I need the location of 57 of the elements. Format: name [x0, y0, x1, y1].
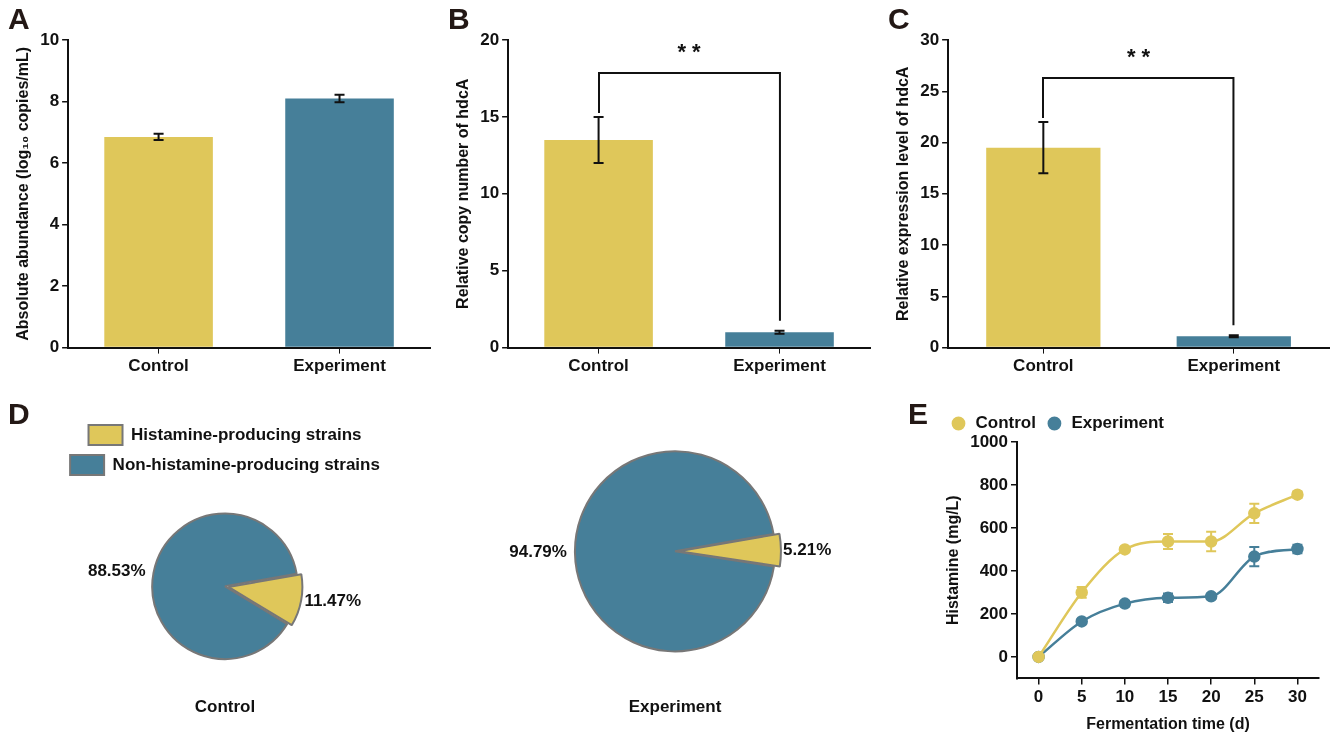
y-tick-label: 0	[489, 337, 500, 357]
y-tick-label: 15	[480, 106, 500, 126]
x-tick-label: 30	[1287, 687, 1307, 707]
data-label: 5.21%	[783, 539, 832, 559]
x-tick-label: Experiment	[733, 356, 827, 376]
x-tick-label: 5	[1076, 687, 1087, 707]
x-axis-title: Fermentation time (d)	[1086, 714, 1250, 732]
y-tick-label: 5	[929, 286, 940, 306]
legend-label: Experiment	[1071, 413, 1165, 433]
x-tick-label: Experiment	[293, 356, 387, 376]
y-tick-label: 0	[49, 337, 60, 357]
y-axis-title: Relative copy number of hdcA	[454, 78, 472, 309]
y-tick-label: 10	[920, 234, 940, 254]
y-tick-label: 5	[489, 260, 500, 280]
data-label: 11.47%	[304, 590, 362, 610]
text: B	[448, 2, 470, 36]
y-tick-label: 10	[40, 29, 60, 49]
y-tick-label: 200	[979, 603, 1009, 623]
y-tick-label: 0	[998, 646, 1009, 666]
data-label: 94.79%	[509, 542, 567, 562]
y-tick-label: 8	[49, 91, 60, 111]
x-tick-label: Control	[128, 356, 189, 376]
text: C	[888, 2, 910, 36]
legend-label: Control	[975, 413, 1036, 433]
y-tick-label: 400	[979, 560, 1009, 580]
x-tick-label: 10	[1115, 687, 1135, 707]
y-axis-title: Relative expression level of hdcA	[894, 66, 912, 321]
x-tick-label: Control	[568, 356, 629, 376]
y-tick-label: 800	[979, 474, 1009, 494]
x-tick-label: Experiment	[1187, 356, 1281, 376]
text: A	[8, 2, 30, 36]
text: D	[8, 397, 30, 431]
y-tick-label: 10	[480, 183, 500, 203]
data-label: 88.53%	[87, 561, 146, 581]
y-axis-title: Histamine (mg/L)	[944, 495, 962, 626]
y-tick-label: 6	[49, 152, 60, 172]
y-tick-label: 1000	[970, 431, 1009, 451]
annotation: * *	[677, 38, 702, 64]
annotation: * *	[1126, 44, 1151, 70]
x-tick-label: 20	[1201, 687, 1221, 707]
y-tick-label: 600	[979, 517, 1009, 537]
x-tick-label: 15	[1158, 687, 1178, 707]
y-tick-label: 15	[920, 183, 940, 203]
y-tick-label: 0	[929, 337, 940, 357]
x-tick-label: 0	[1033, 687, 1044, 707]
y-tick-label: 25	[920, 80, 940, 100]
y-tick-label: 20	[480, 29, 500, 49]
y-tick-label: 20	[920, 132, 940, 152]
x-tick-label: Control	[1013, 356, 1074, 376]
text: E	[908, 397, 929, 431]
y-tick-label: 30	[920, 29, 940, 49]
x-tick-label: 25	[1244, 687, 1264, 707]
y-tick-label: 4	[49, 214, 60, 234]
y-tick-label: 2	[49, 275, 60, 295]
y-axis-title: Absolute abundance (log₁₀ copies/mL)	[14, 46, 32, 341]
legend-label: Non-histamine-producing strains	[112, 454, 380, 474]
legend-label: Histamine-producing strains	[131, 424, 362, 444]
